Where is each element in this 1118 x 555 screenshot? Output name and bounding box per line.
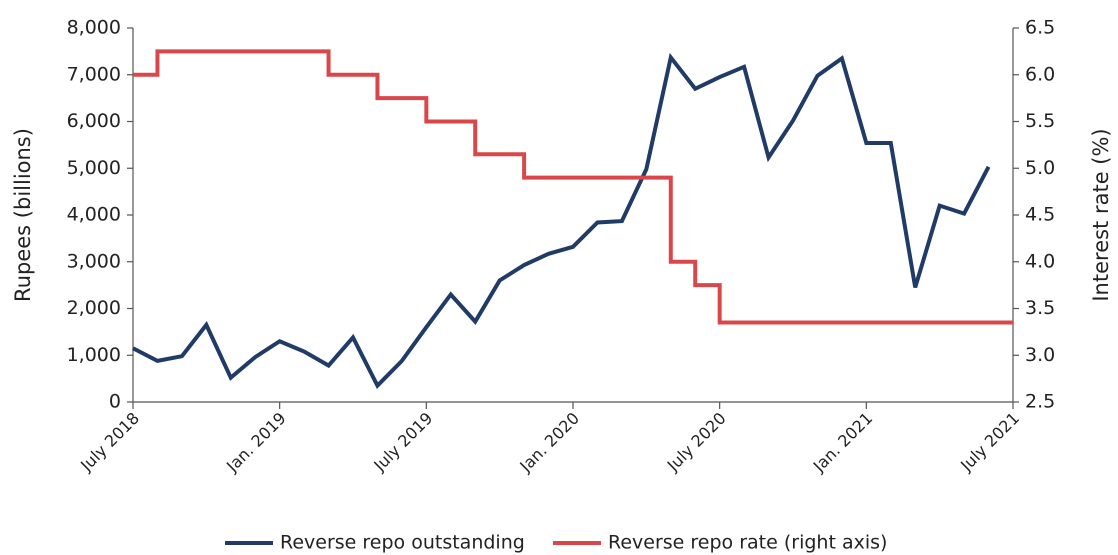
x-tick-label: July 2021	[956, 409, 1023, 476]
y2-tick-label: 4.5	[1025, 204, 1055, 226]
x-tick-label: July 2020	[663, 409, 730, 476]
y2-tick-label: 3.5	[1025, 297, 1055, 319]
y-tick-label: 4,000	[67, 204, 121, 226]
y-axis-title: Rupees (billions)	[11, 128, 35, 302]
y-tick-label: 5,000	[67, 157, 121, 179]
y-tick-label: 2,000	[67, 297, 121, 319]
series-line	[133, 49, 1013, 325]
y2-tick-label: 6.0	[1025, 63, 1055, 85]
legend-label: Reverse repo outstanding	[280, 532, 525, 554]
y2-tick-label: 6.5	[1025, 17, 1055, 39]
x-tick-label: July 2018	[76, 409, 143, 476]
y-tick-label: 0	[109, 391, 121, 413]
y-tick-label: 3,000	[67, 250, 121, 272]
x-tick-label: Jan. 2020	[515, 409, 583, 477]
x-tick-label: Jan. 2021	[809, 409, 877, 477]
y-tick-label: 8,000	[67, 17, 121, 39]
y2-tick-label: 4.0	[1025, 250, 1055, 272]
y2-axis-title: Interest rate (%)	[1089, 128, 1113, 301]
y-tick-label: 1,000	[67, 344, 121, 366]
series-line	[132, 52, 991, 390]
legend-label: Reverse repo rate (right axis)	[608, 532, 887, 554]
x-tick-label: July 2019	[369, 409, 436, 476]
y2-tick-label: 5.5	[1025, 110, 1055, 132]
y2-tick-label: 3.0	[1025, 344, 1055, 366]
y-tick-label: 6,000	[67, 110, 121, 132]
y2-tick-label: 2.5	[1025, 391, 1055, 413]
y-tick-label: 7,000	[67, 63, 121, 85]
x-tick-label: Jan. 2019	[222, 409, 290, 477]
y2-tick-label: 5.0	[1025, 157, 1055, 179]
